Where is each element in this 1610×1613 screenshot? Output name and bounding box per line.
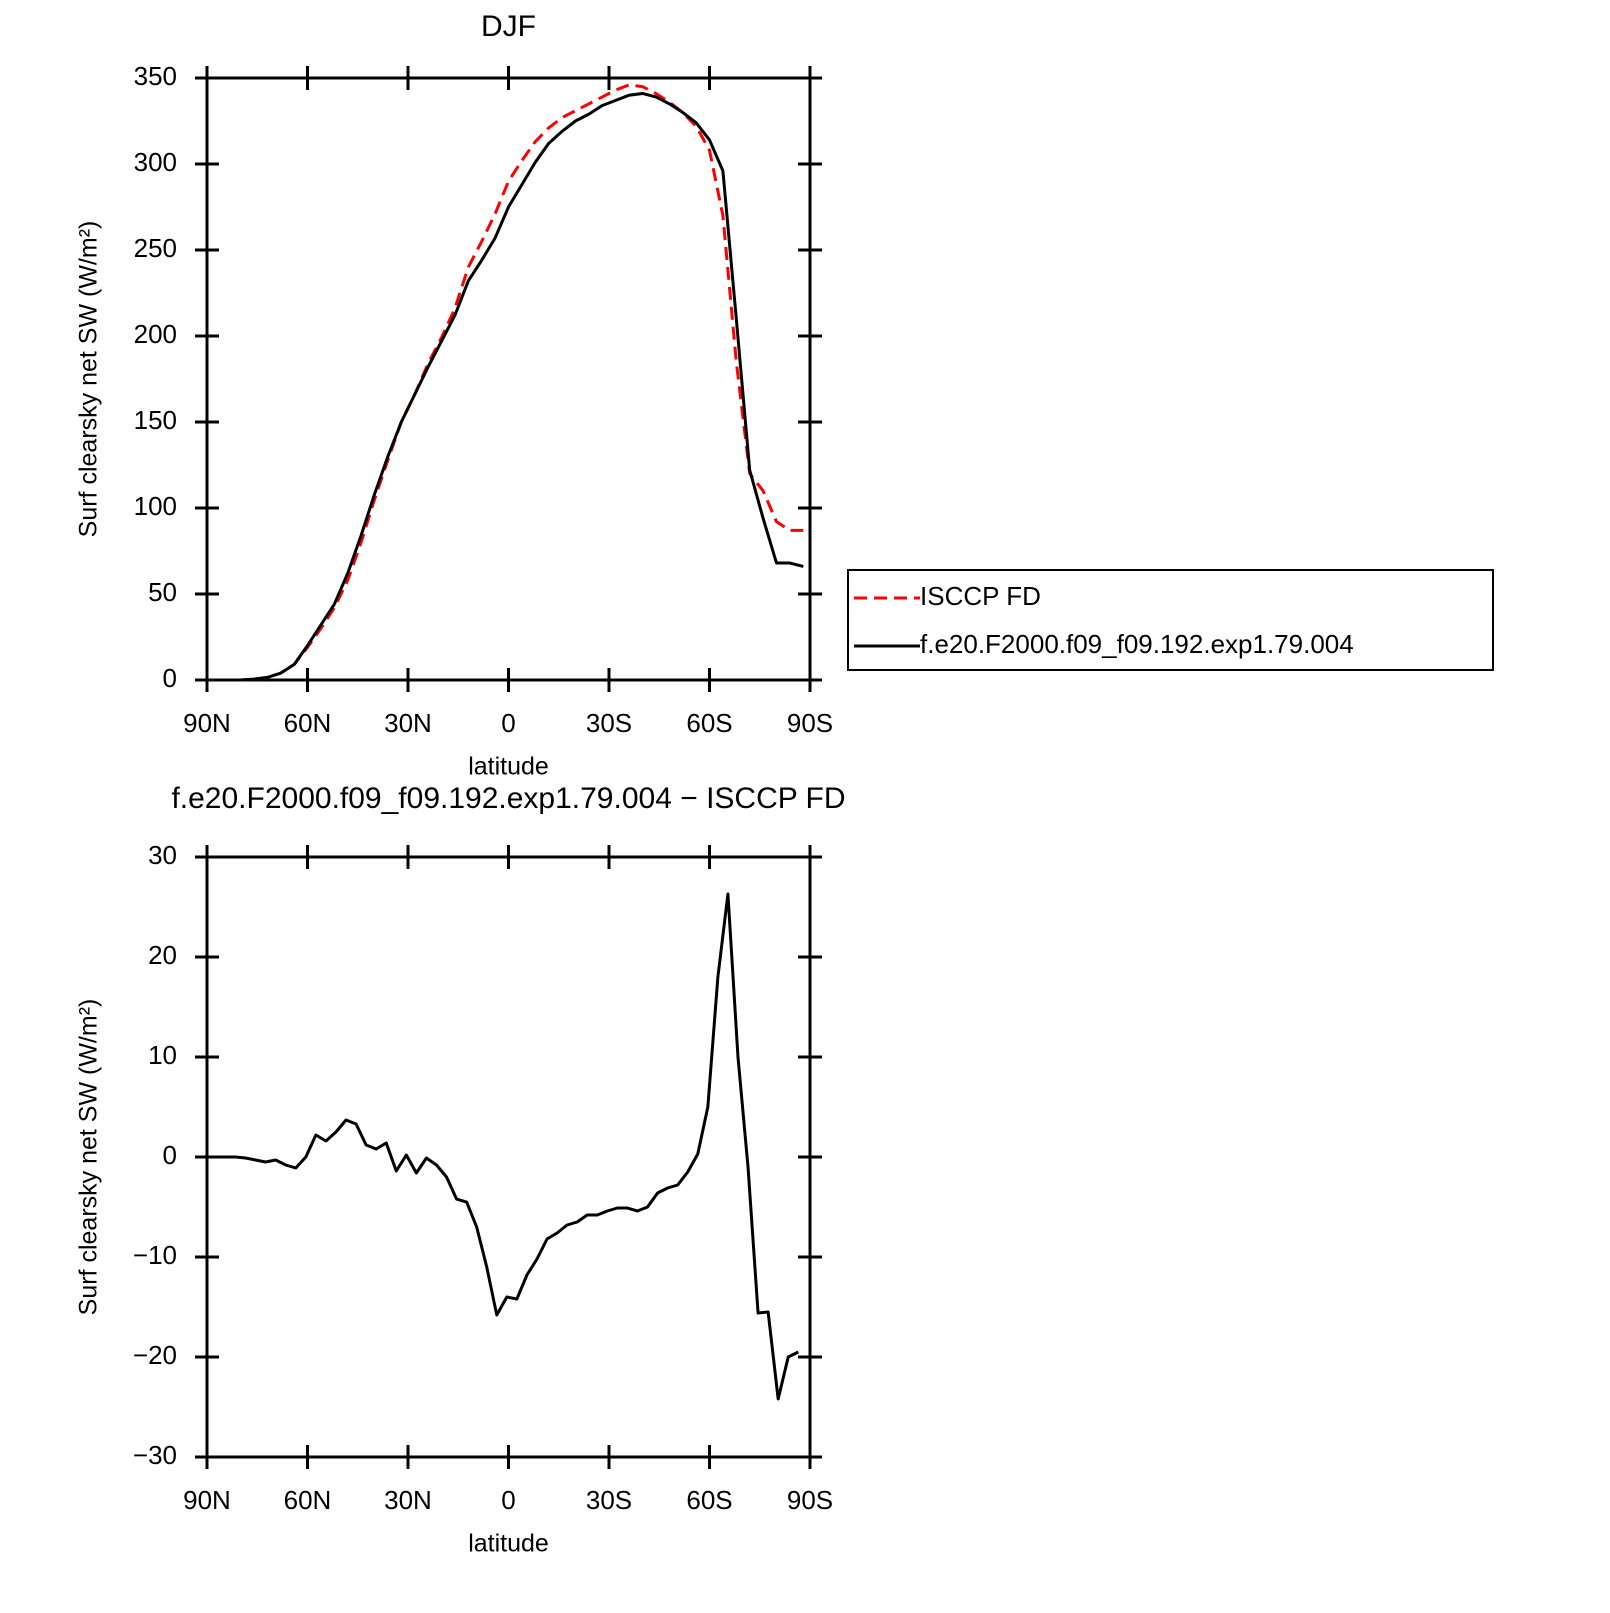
x-axis-label: latitude (468, 1530, 549, 1558)
y-tick-label: 30 (148, 840, 177, 870)
y-axis-label: Surf clearsky net SW (W/m²) (75, 221, 103, 538)
y-tick-label: 10 (148, 1040, 177, 1070)
x-tick-label: 90S (787, 708, 833, 738)
y-tick-label: 150 (134, 405, 177, 435)
y-axis-label: Surf clearsky net SW (W/m²) (75, 999, 103, 1316)
x-tick-label: 0 (501, 1485, 515, 1515)
legend-label: ISCCP FD (920, 581, 1041, 611)
legend-label: f.e20.F2000.f09_f09.192.exp1.79.004 (920, 629, 1354, 659)
x-tick-label: 30N (384, 708, 432, 738)
data-line (215, 892, 799, 1401)
x-tick-label: 60N (284, 1485, 332, 1515)
y-tick-label: 20 (148, 940, 177, 970)
x-tick-label: 90S (787, 1485, 833, 1515)
x-tick-label: 90N (183, 1485, 231, 1515)
x-tick-label: 30S (586, 1485, 632, 1515)
x-tick-label: 60S (686, 1485, 732, 1515)
y-tick-label: 200 (134, 319, 177, 349)
plot-frame (205, 76, 812, 682)
x-tick-label: 60S (686, 708, 732, 738)
y-tick-label: −20 (133, 1340, 177, 1370)
y-tick-label: 50 (148, 577, 177, 607)
y-tick-label: 100 (134, 491, 177, 521)
legend-box (847, 569, 1494, 671)
y-tick-label: −10 (133, 1240, 177, 1270)
y-tick-label: 350 (134, 61, 177, 91)
plot-frame (205, 855, 812, 1459)
x-tick-label: 0 (501, 708, 515, 738)
data-line (213, 91, 804, 682)
y-tick-label: 0 (163, 663, 177, 693)
y-tick-label: 300 (134, 147, 177, 177)
y-tick-label: 0 (163, 1140, 177, 1170)
chart-title: DJF (481, 10, 536, 43)
y-tick-label: 250 (134, 233, 177, 263)
x-tick-label: 60N (284, 708, 332, 738)
y-tick-label: −30 (133, 1440, 177, 1470)
x-tick-label: 30N (384, 1485, 432, 1515)
x-axis-label: latitude (468, 753, 549, 781)
x-tick-label: 90N (183, 708, 231, 738)
x-tick-label: 30S (586, 708, 632, 738)
chart-title: f.e20.F2000.f09_f09.192.exp1.79.004 − IS… (171, 782, 845, 815)
data-line (213, 83, 804, 682)
